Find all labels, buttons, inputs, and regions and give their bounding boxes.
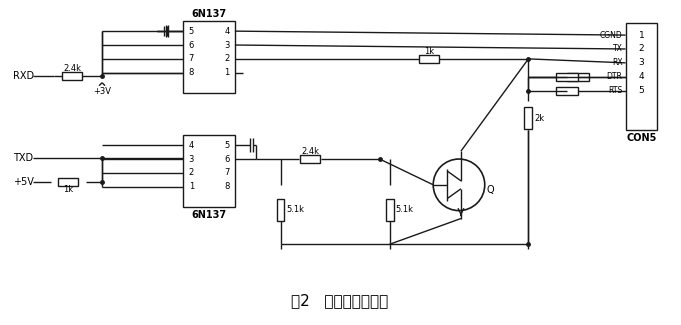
Bar xyxy=(183,135,235,207)
Text: +5V: +5V xyxy=(13,177,33,187)
Text: +3V: +3V xyxy=(93,87,111,96)
Text: 6: 6 xyxy=(224,154,229,163)
Bar xyxy=(59,178,78,186)
Text: 2.4k: 2.4k xyxy=(63,64,81,73)
Text: 7: 7 xyxy=(189,54,194,63)
Text: 5: 5 xyxy=(224,141,229,150)
Text: 1: 1 xyxy=(189,182,194,191)
Text: 2.4k: 2.4k xyxy=(301,147,319,156)
Text: 1k: 1k xyxy=(63,185,74,194)
Bar xyxy=(276,199,285,220)
Text: 6N137: 6N137 xyxy=(191,9,227,19)
Text: 1: 1 xyxy=(224,68,229,77)
Text: 3: 3 xyxy=(224,41,229,49)
Text: 6: 6 xyxy=(189,41,194,49)
Text: 2k: 2k xyxy=(535,114,544,123)
Text: 6N137: 6N137 xyxy=(191,210,227,220)
Text: RX: RX xyxy=(612,58,622,67)
Text: 图2   串行接口电路图: 图2 串行接口电路图 xyxy=(291,293,389,308)
Text: 4: 4 xyxy=(189,141,194,150)
Text: CGND: CGND xyxy=(600,31,622,40)
Text: 5.1k: 5.1k xyxy=(287,205,304,214)
Text: 3: 3 xyxy=(189,154,194,163)
Text: DTR: DTR xyxy=(607,72,622,81)
Bar xyxy=(300,155,320,163)
Text: TX: TX xyxy=(613,45,622,54)
Bar xyxy=(419,55,439,63)
Text: 5: 5 xyxy=(639,86,644,95)
Bar xyxy=(385,199,394,220)
Text: 2: 2 xyxy=(224,54,229,63)
Text: 8: 8 xyxy=(189,68,194,77)
Text: 5: 5 xyxy=(189,27,194,36)
Text: 5.1k: 5.1k xyxy=(396,205,413,214)
Text: RXD: RXD xyxy=(13,71,34,81)
Text: 4: 4 xyxy=(639,72,644,81)
Bar xyxy=(567,73,589,81)
Text: 2: 2 xyxy=(639,45,644,54)
Bar xyxy=(63,72,82,80)
Text: CON5: CON5 xyxy=(627,133,656,143)
Bar xyxy=(626,23,657,130)
Bar xyxy=(524,108,533,129)
Text: 4: 4 xyxy=(224,27,229,36)
Text: Q: Q xyxy=(487,185,494,195)
Text: 1: 1 xyxy=(639,31,644,40)
Bar xyxy=(183,21,235,93)
Text: RTS: RTS xyxy=(608,86,622,95)
Bar xyxy=(556,73,578,81)
Text: 3: 3 xyxy=(639,58,644,67)
Text: 2: 2 xyxy=(189,168,194,177)
Text: 7: 7 xyxy=(224,168,229,177)
Text: 8: 8 xyxy=(224,182,229,191)
Text: 1k: 1k xyxy=(424,47,434,56)
Bar xyxy=(556,87,578,95)
Text: TXD: TXD xyxy=(13,153,33,163)
